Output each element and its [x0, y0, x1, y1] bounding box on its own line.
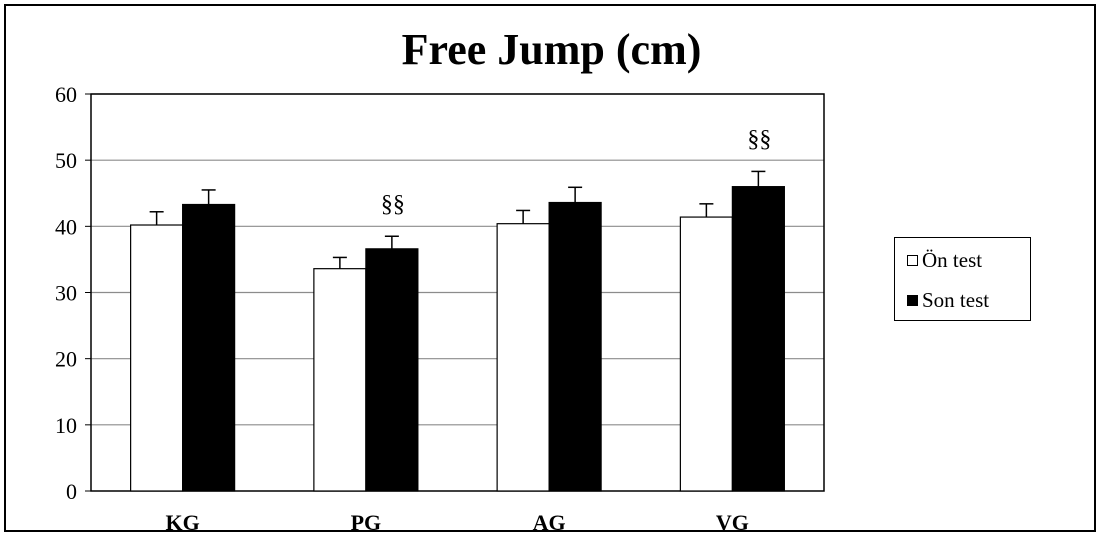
bar-on-test [496, 223, 550, 492]
significance-annotation: §§ [381, 191, 405, 217]
significance-annotation: §§ [747, 126, 771, 152]
y-tick-label: 10 [55, 413, 77, 438]
y-tick-label: 20 [55, 347, 77, 372]
legend-item-on-test: Ön test [907, 248, 982, 272]
x-tick-label: KG [166, 510, 200, 535]
bar-son-test [365, 248, 419, 492]
legend-item-son-test: Son test [907, 288, 989, 312]
plot-area-border [90, 93, 825, 492]
y-tick-label: 50 [55, 148, 77, 173]
x-tick-label: VG [716, 510, 749, 535]
y-tick-label: 0 [66, 479, 77, 504]
bar-son-test [548, 201, 602, 492]
legend-label-on-test: Ön test [922, 247, 983, 272]
x-tick-label: PG [351, 510, 382, 535]
bar-on-test [313, 268, 367, 492]
bar-son-test [731, 186, 785, 492]
legend-swatch-on-test [907, 254, 918, 266]
bar-son-test [182, 203, 236, 492]
bar-on-test [679, 216, 733, 492]
legend-swatch-son-test [907, 294, 918, 306]
bar-on-test [130, 224, 184, 492]
y-tick-label: 30 [55, 281, 77, 306]
y-tick-label: 40 [55, 214, 77, 239]
legend-label-son-test: Son test [922, 287, 990, 312]
y-tick-label: 60 [55, 82, 77, 107]
x-tick-label: AG [533, 510, 566, 535]
chart-title: Free Jump (cm) [401, 25, 702, 74]
legend: Ön test Son test [894, 237, 1031, 321]
